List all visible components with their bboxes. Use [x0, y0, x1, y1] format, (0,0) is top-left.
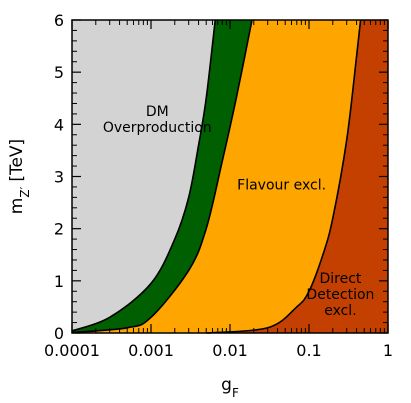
y-tick-label: 6 [54, 11, 64, 30]
x-tick-label: 1 [383, 341, 393, 360]
x-axis-label-sub: F [232, 386, 239, 400]
x-tick-label: 0.0001 [44, 341, 100, 360]
y-tick-label: 5 [54, 63, 64, 82]
region-dm-overproduction [72, 20, 216, 333]
y-axis-label-sub: Z′ [18, 186, 32, 197]
x-tick-label: 0.1 [296, 341, 321, 360]
boundary-line-2 [71, 19, 253, 334]
x-tick-label: 0.01 [212, 341, 248, 360]
y-tick-label: 2 [54, 220, 64, 239]
y-axis-label: mZ′ [TeV] [7, 139, 32, 214]
annotation-3-line: excl. [324, 303, 356, 319]
boundary-curves [71, 19, 362, 334]
y-tick-label: 4 [54, 115, 64, 134]
y-axis-label-main: m [7, 198, 27, 215]
annotation-3-line: Detection [306, 287, 374, 303]
y-tick-label: 3 [54, 168, 64, 187]
annotation-2-line: Flavour excl. [237, 177, 326, 193]
x-axis-label-main: g [221, 375, 232, 395]
annotation-1-line: DM [146, 104, 169, 120]
x-tick-label: 0.001 [128, 341, 174, 360]
x-axis-label: gF [221, 375, 239, 400]
boundary-line-1 [71, 19, 217, 332]
boundary-line-3 [206, 19, 362, 334]
y-tick-label: 1 [54, 272, 64, 291]
y-axis-label-unit: [TeV] [7, 139, 27, 182]
y-tick-label: 0 [54, 324, 64, 343]
ticks: 0.0001 0.001 0.01 0.1 1 0 1 2 3 4 5 6 [44, 11, 393, 360]
annotation-3-line: Direct [319, 271, 361, 287]
annotation-1-line: Overproduction [103, 120, 212, 136]
